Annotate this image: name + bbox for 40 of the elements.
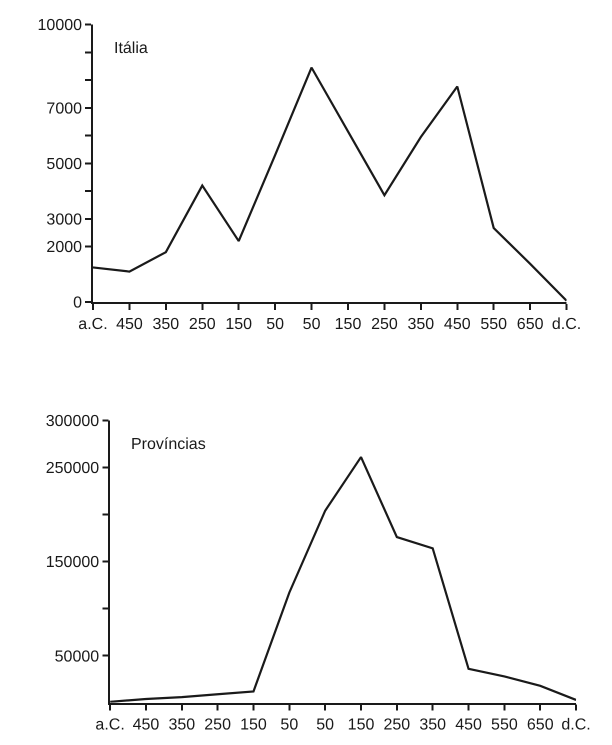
x-tick-label: 50 [316, 716, 334, 734]
y-tick-label: 250000 [46, 460, 100, 478]
x-tick-label: 450 [455, 716, 482, 734]
text: Itália [114, 40, 148, 57]
x-tick-label: 250 [384, 716, 410, 734]
y-tick-label: 2000 [46, 239, 82, 256]
x-tick-label: 550 [491, 716, 518, 734]
y-tick-label: 300000 [46, 412, 100, 430]
x-tick-label: 150 [348, 716, 374, 734]
x-tick-label: 250 [204, 716, 232, 734]
x-tick-label: 350 [419, 716, 446, 734]
x-tick-label: a.C. [78, 316, 108, 334]
x-tick-label: 150 [225, 316, 252, 334]
y-tick-label: 50000 [54, 648, 100, 666]
x-tick-label: a.C. [95, 716, 125, 734]
x-tick-label: 50 [280, 716, 298, 734]
x-tick-label: 350 [168, 716, 196, 734]
x-tick-label: 350 [408, 316, 434, 334]
x-tick-label: 50 [302, 316, 321, 334]
text: Províncias [131, 436, 206, 453]
x-tick-label: 150 [334, 316, 362, 334]
y-tick-label: 0 [73, 294, 82, 312]
x-tick-label: 250 [188, 316, 216, 334]
y-tick-label: 150000 [46, 554, 100, 572]
x-tick-label: 550 [480, 316, 508, 334]
x-tick-label: 650 [526, 716, 554, 734]
x-tick-label: 450 [132, 716, 160, 734]
x-tick-label: d.C. [552, 316, 582, 334]
x-tick-label: 50 [266, 316, 284, 334]
y-tick-label: 7000 [46, 100, 82, 118]
x-tick-label: 450 [444, 316, 471, 334]
x-tick-label: 350 [152, 316, 180, 334]
x-tick-label: d.C. [561, 716, 591, 734]
y-tick-label: 5000 [46, 156, 82, 173]
x-tick-label: 450 [116, 316, 143, 334]
x-tick-label: 250 [371, 316, 398, 334]
x-tick-label: 150 [240, 716, 267, 734]
y-tick-label: 3000 [46, 211, 82, 228]
y-tick-label: 10000 [38, 17, 82, 34]
x-tick-label: 650 [516, 316, 544, 334]
